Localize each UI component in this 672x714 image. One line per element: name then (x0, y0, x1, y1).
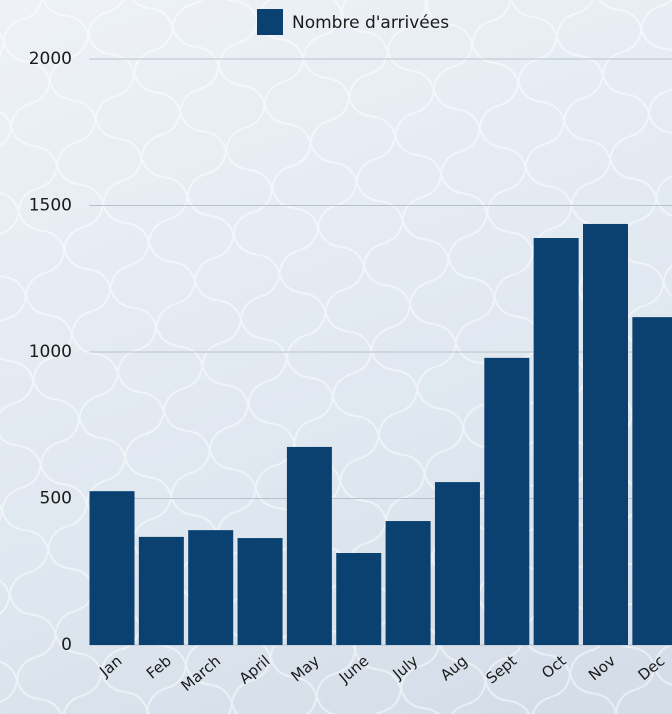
legend-label: Nombre d'arrivées (292, 13, 449, 33)
bar (139, 537, 184, 645)
y-tick-label: 1000 (29, 342, 72, 362)
bar (484, 358, 529, 645)
bar (534, 238, 579, 645)
y-tick-label: 0 (61, 635, 72, 655)
y-tick-label: 1500 (29, 196, 72, 216)
chart: Nombre d'arrivées 0500100015002000JanFeb… (0, 0, 672, 714)
bar (435, 482, 480, 645)
y-tick-label: 500 (40, 489, 72, 509)
bar (90, 491, 135, 645)
legend-swatch (257, 9, 283, 35)
bar (188, 530, 233, 645)
bar (238, 538, 283, 645)
bar (386, 521, 431, 645)
bar (583, 224, 628, 645)
y-tick-label: 2000 (29, 49, 72, 69)
bar (287, 447, 332, 645)
bar (336, 553, 381, 645)
bar (632, 317, 672, 645)
